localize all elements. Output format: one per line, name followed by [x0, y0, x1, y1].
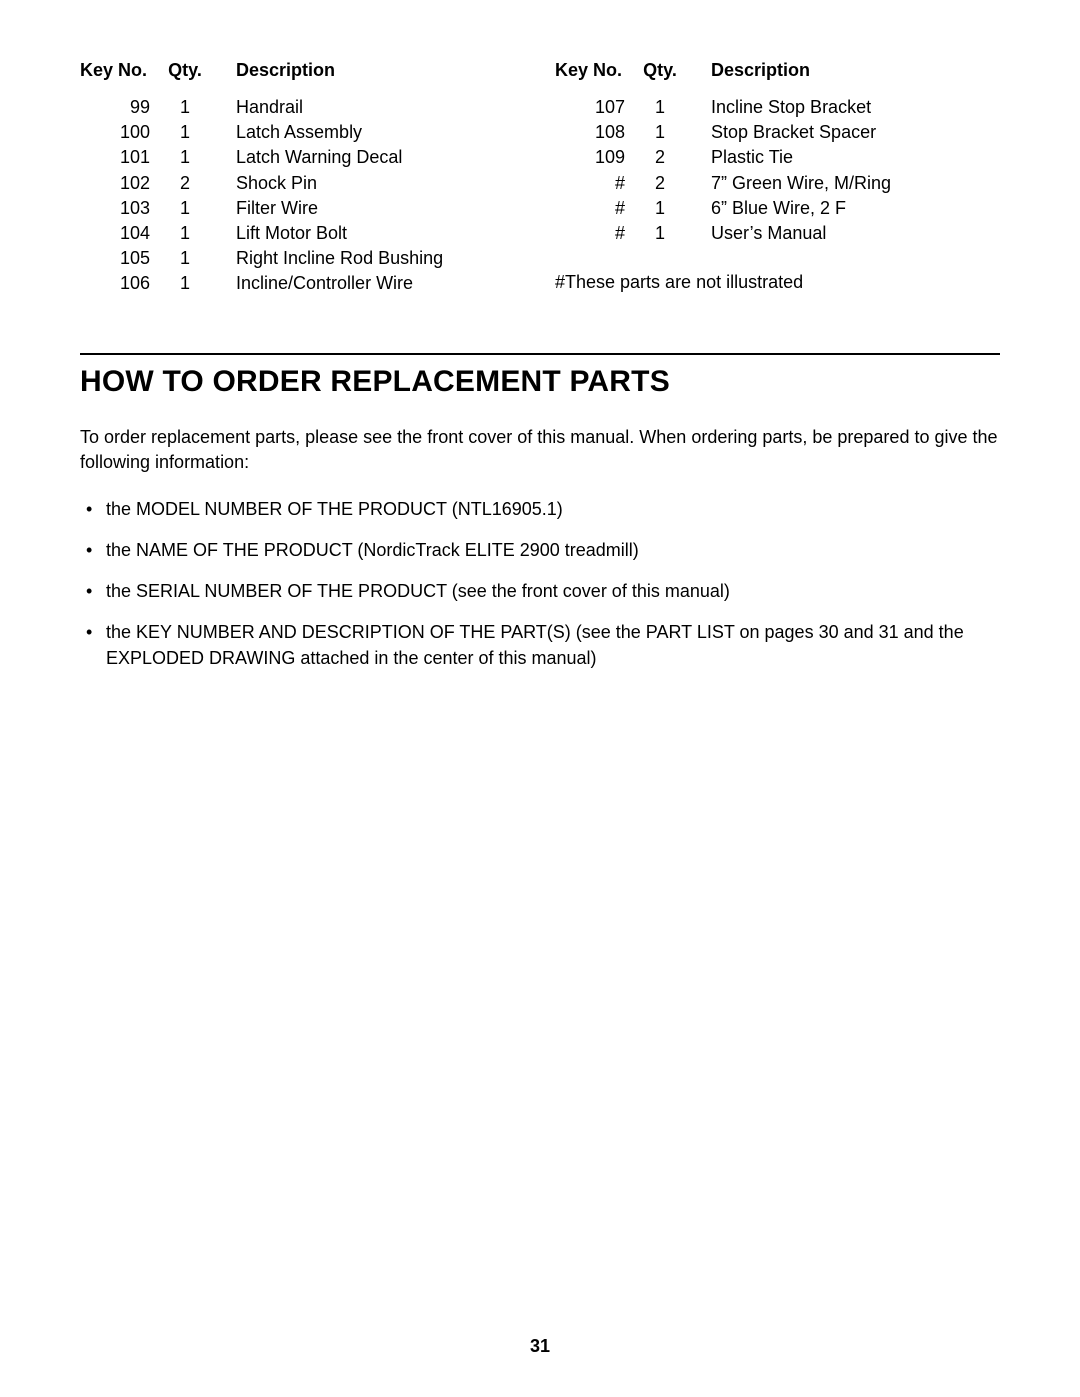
cell-key: 108	[555, 120, 635, 145]
cell-desc: Stop Bracket Spacer	[685, 120, 1000, 145]
page-number: 31	[0, 1336, 1080, 1357]
col-header-key: Key No.	[80, 60, 160, 81]
cell-desc: User’s Manual	[685, 221, 1000, 246]
cell-key: 103	[80, 196, 160, 221]
cell-key: 107	[555, 95, 635, 120]
table-row: 1022Shock Pin	[80, 171, 525, 196]
cell-desc: Incline/Controller Wire	[210, 271, 525, 296]
cell-qty: 1	[160, 145, 210, 170]
cell-desc: Incline Stop Bracket	[685, 95, 1000, 120]
cell-qty: 1	[160, 271, 210, 296]
cell-qty: 1	[160, 196, 210, 221]
col-header-qty: Qty.	[635, 60, 685, 81]
bullet-text: the KEY NUMBER AND DESCRIPTION OF THE PA…	[106, 620, 1000, 670]
table-row: 1001Latch Assembly	[80, 120, 525, 145]
cell-key: 105	[80, 246, 160, 271]
table-row: 1061Incline/Controller Wire	[80, 271, 525, 296]
bullet-icon: •	[86, 538, 106, 563]
cell-key: #	[555, 221, 635, 246]
table-row: 1011Latch Warning Decal	[80, 145, 525, 170]
order-intro: To order replacement parts, please see t…	[80, 425, 1000, 475]
bullet-icon: •	[86, 620, 106, 670]
cell-qty: 1	[160, 120, 210, 145]
table-row: 1071Incline Stop Bracket	[555, 95, 1000, 120]
table-row: 1041Lift Motor Bolt	[80, 221, 525, 246]
parts-table-right: Key No. Qty. Description 1071Incline Sto…	[555, 60, 1000, 297]
table-row: 1031Filter Wire	[80, 196, 525, 221]
cell-desc: Latch Warning Decal	[210, 145, 525, 170]
cell-qty: 1	[635, 95, 685, 120]
cell-desc: Filter Wire	[210, 196, 525, 221]
cell-qty: 1	[160, 246, 210, 271]
cell-key: #	[555, 196, 635, 221]
list-item: •the NAME OF THE PRODUCT (NordicTrack EL…	[86, 538, 1000, 563]
cell-desc: Right Incline Rod Bushing	[210, 246, 525, 271]
cell-qty: 1	[635, 221, 685, 246]
bullet-text: the SERIAL NUMBER OF THE PRODUCT (see th…	[106, 579, 1000, 604]
parts-table-columns: Key No. Qty. Description 991Handrail1001…	[80, 60, 1000, 297]
cell-desc: 7” Green Wire, M/Ring	[685, 171, 1000, 196]
bullet-text: the MODEL NUMBER OF THE PRODUCT (NTL1690…	[106, 497, 1000, 522]
cell-desc: 6” Blue Wire, 2 F	[685, 196, 1000, 221]
cell-desc: Latch Assembly	[210, 120, 525, 145]
list-item: •the SERIAL NUMBER OF THE PRODUCT (see t…	[86, 579, 1000, 604]
cell-qty: 2	[635, 171, 685, 196]
parts-table-left: Key No. Qty. Description 991Handrail1001…	[80, 60, 525, 297]
table-row: #16” Blue Wire, 2 F	[555, 196, 1000, 221]
list-item: •the KEY NUMBER AND DESCRIPTION OF THE P…	[86, 620, 1000, 670]
col-header-desc: Description	[685, 60, 1000, 81]
bullet-text: the NAME OF THE PRODUCT (NordicTrack ELI…	[106, 538, 1000, 563]
col-header-key: Key No.	[555, 60, 635, 81]
order-bullets: •the MODEL NUMBER OF THE PRODUCT (NTL169…	[80, 497, 1000, 671]
bullet-icon: •	[86, 579, 106, 604]
cell-qty: 2	[160, 171, 210, 196]
order-heading: HOW TO ORDER REPLACEMENT PARTS	[80, 365, 1000, 399]
cell-key: 109	[555, 145, 635, 170]
cell-desc: Handrail	[210, 95, 525, 120]
cell-key: 101	[80, 145, 160, 170]
table-row: 1051Right Incline Rod Bushing	[80, 246, 525, 271]
table-row: #27” Green Wire, M/Ring	[555, 171, 1000, 196]
cell-key: 102	[80, 171, 160, 196]
cell-qty: 1	[635, 196, 685, 221]
cell-qty: 1	[160, 95, 210, 120]
cell-key: 100	[80, 120, 160, 145]
cell-qty: 1	[160, 221, 210, 246]
list-item: •the MODEL NUMBER OF THE PRODUCT (NTL169…	[86, 497, 1000, 522]
section-divider	[80, 353, 1000, 355]
table-row: 1081Stop Bracket Spacer	[555, 120, 1000, 145]
col-header-qty: Qty.	[160, 60, 210, 81]
cell-desc: Plastic Tie	[685, 145, 1000, 170]
cell-desc: Lift Motor Bolt	[210, 221, 525, 246]
cell-key: #	[555, 171, 635, 196]
bullet-icon: •	[86, 497, 106, 522]
cell-key: 106	[80, 271, 160, 296]
table-row: 991Handrail	[80, 95, 525, 120]
cell-desc: Shock Pin	[210, 171, 525, 196]
col-header-desc: Description	[210, 60, 525, 81]
cell-qty: 2	[635, 145, 685, 170]
cell-key: 99	[80, 95, 160, 120]
table-row: 1092Plastic Tie	[555, 145, 1000, 170]
table-row: #1User’s Manual	[555, 221, 1000, 246]
table-header-row: Key No. Qty. Description	[555, 60, 1000, 81]
table-header-row: Key No. Qty. Description	[80, 60, 525, 81]
cell-qty: 1	[635, 120, 685, 145]
parts-footnote: #These parts are not illustrated	[555, 272, 1000, 293]
cell-key: 104	[80, 221, 160, 246]
